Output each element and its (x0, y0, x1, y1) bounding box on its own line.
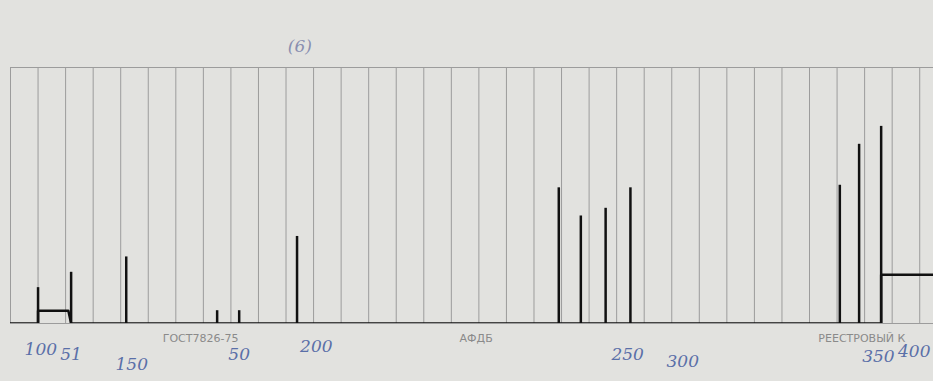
svg-text:400: 400 (898, 341, 931, 362)
svg-text:350: 350 (862, 346, 895, 366)
svg-text:АФДБ: АФДБ (460, 332, 493, 345)
svg-text:150: 150 (116, 354, 149, 374)
svg-text:250: 250 (610, 344, 644, 364)
svg-text:ГОСТ7826-75: ГОСТ7826-75 (163, 332, 239, 345)
svg-text:51: 51 (60, 344, 82, 364)
svg-text:300: 300 (667, 351, 700, 371)
svg-text:200: 200 (299, 336, 333, 356)
svg-text:100: 100 (25, 339, 58, 359)
svg-text:(6): (6) (288, 36, 312, 56)
svg-text:РЕЕСТРОВЫЙ К: РЕЕСТРОВЫЙ К (818, 332, 905, 345)
svg-text:50: 50 (228, 344, 250, 364)
